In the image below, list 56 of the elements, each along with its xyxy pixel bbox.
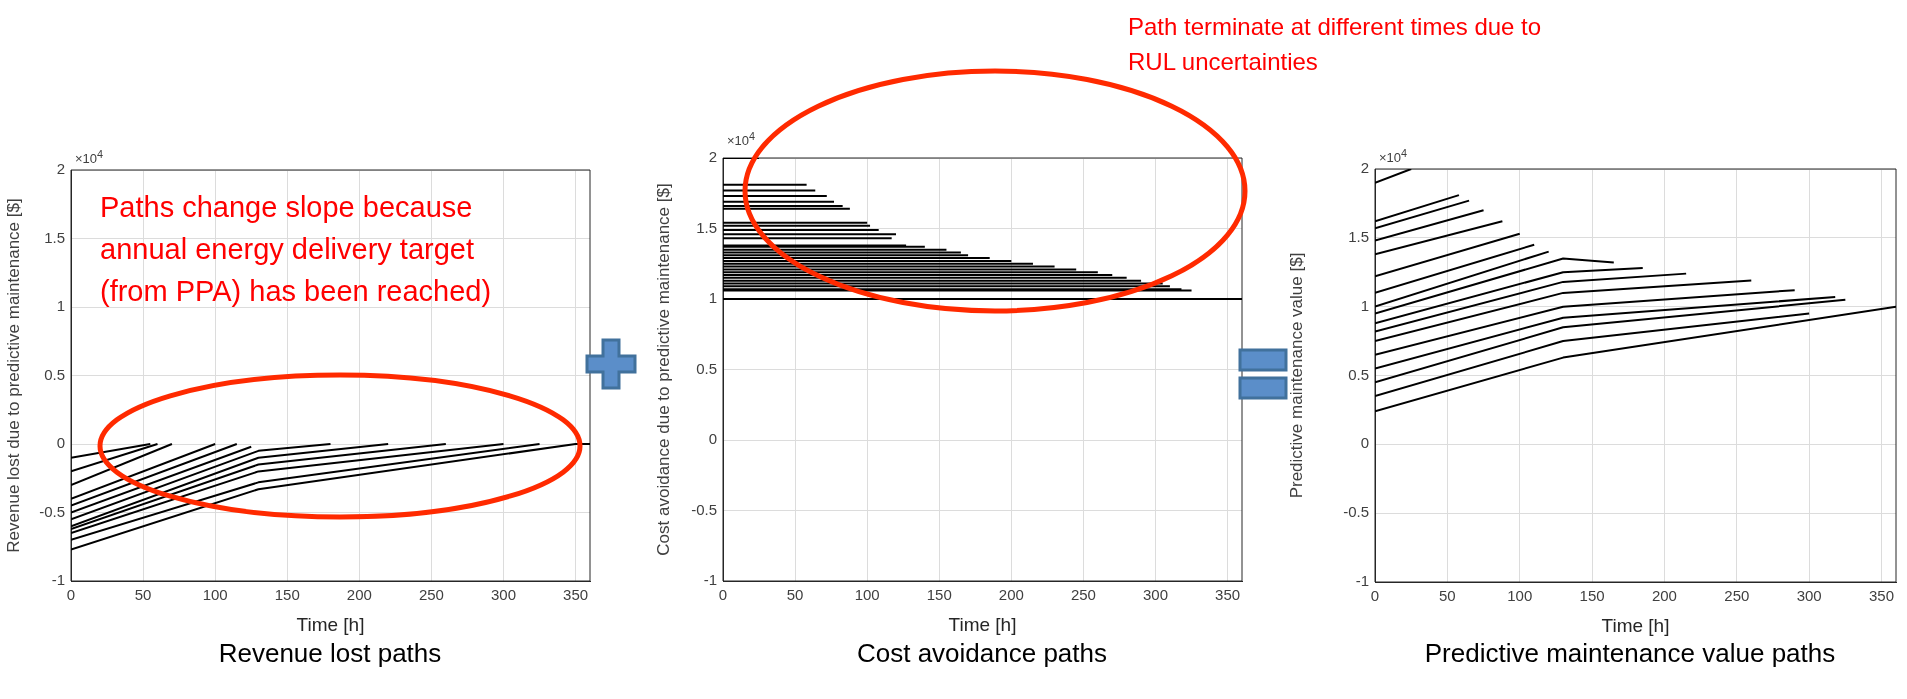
y-tick-label: 2 [56, 160, 65, 178]
x-tick-label: 250 [1724, 587, 1750, 605]
x-axis-title: Time [h] [1601, 614, 1670, 636]
x-tick-label: 350 [1215, 586, 1241, 604]
y-tick-label: 1 [56, 297, 65, 315]
text: ×10$^{4}$ [75, 148, 104, 167]
y-tick-label: 0.5 [44, 365, 65, 383]
x-tick-label: 350 [563, 586, 589, 604]
y-tick-label: -0.5 [691, 500, 717, 518]
x-tick-label: 150 [1579, 587, 1605, 605]
y-tick-label: 1.5 [44, 228, 65, 246]
y-tick-label: 0 [1360, 434, 1369, 452]
y-tick-label: -1 [51, 571, 65, 589]
x-tick-label: 200 [998, 586, 1024, 604]
y-tick-label: 1 [708, 289, 717, 307]
x-tick-label: 100 [1507, 587, 1533, 605]
y-tick-label: -1 [1355, 572, 1369, 590]
text: Revenue lost paths [217, 638, 443, 669]
x-tick-label: 50 [786, 586, 804, 604]
x-tick-label: 200 [346, 586, 372, 604]
text: Cost avoidance paths [855, 638, 1108, 669]
x-tick-label: 100 [854, 586, 880, 604]
y-tick-label: 0 [708, 430, 717, 448]
text: ×10$^{4}$ [727, 130, 756, 149]
x-tick-label: 300 [1796, 587, 1822, 605]
x-tick-label: 300 [1142, 586, 1169, 604]
text: ×10$^{4}$ [1379, 147, 1408, 166]
text: Predictive maintenance value paths [1423, 638, 1837, 669]
y-tick-label: 0 [56, 434, 65, 452]
annotation: Paths change slope because annual energy delivery target (from PPA) has been reached) [100, 190, 493, 310]
y-tick-label: 2 [1360, 159, 1369, 177]
y-tick-label: -1 [703, 571, 717, 589]
y-axis-title: Predictive maintenance value [$] [1286, 252, 1306, 499]
x-tick-label: 150 [926, 586, 952, 604]
x-tick-label: 250 [1070, 586, 1096, 604]
y-tick-label: 1 [1360, 296, 1369, 314]
text: Path terminate at different times due to RUL uncertainties [1128, 12, 1543, 77]
x-axis-title: Time [h] [948, 613, 1017, 635]
x-axis-title: Time [h] [296, 613, 365, 635]
y-tick-label: 1.5 [696, 218, 717, 236]
y-tick-label: 1.5 [1348, 227, 1369, 245]
y-tick-label: 0.5 [696, 359, 717, 377]
x-tick-label: 50 [1439, 587, 1456, 605]
y-tick-label: 0.5 [1348, 365, 1369, 383]
x-tick-label: 300 [490, 586, 517, 604]
y-tick-label: -0.5 [1343, 503, 1369, 521]
x-tick-label: 250 [418, 586, 444, 604]
y-tick-label: -0.5 [39, 502, 65, 520]
x-tick-label: 350 [1869, 587, 1895, 605]
x-tick-label: 50 [134, 586, 152, 604]
y-axis-title: Revenue lost due to predictive maintenance [$] [3, 198, 23, 553]
x-tick-label: 100 [202, 586, 228, 604]
x-tick-label: 200 [1651, 587, 1677, 605]
x-tick-label: 150 [274, 586, 300, 604]
y-axis-title: Cost avoidance due to predictive maintenance [$] [653, 183, 673, 556]
y-tick-label: 2 [708, 148, 717, 166]
